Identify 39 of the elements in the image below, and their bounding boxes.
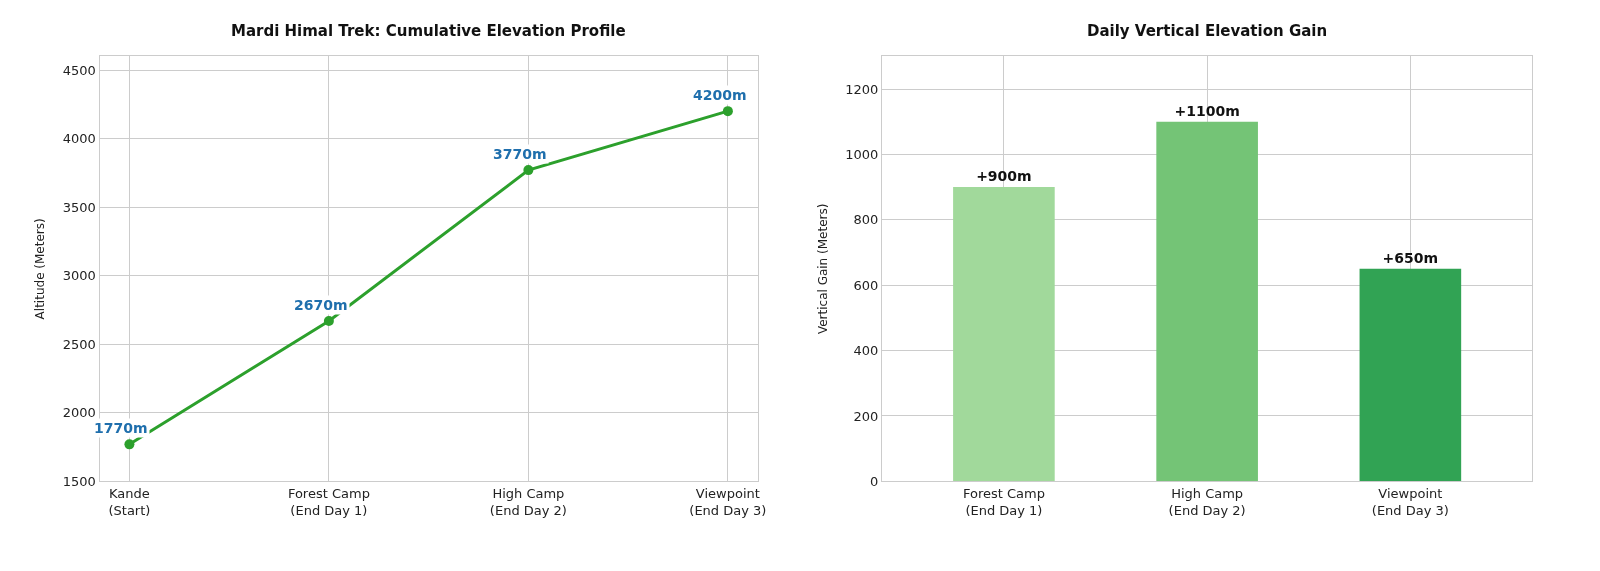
x-tick-label: High Camp (End Day 2) [489, 485, 567, 518]
point [722, 106, 733, 117]
data-label: +650m [1382, 249, 1439, 266]
y-tick-label: 800 [853, 212, 879, 228]
y-axis-title: Vertical Gain (Meters) [815, 203, 830, 335]
point [523, 165, 534, 176]
bar [953, 187, 1055, 482]
x-tick-label: High Camp (End Day 2) [1168, 485, 1246, 518]
y-tick-label: 200 [853, 408, 879, 424]
y-tick-label: 4500 [62, 62, 96, 78]
y-tick-label: 2000 [62, 405, 96, 421]
y-tick-label: 400 [853, 343, 879, 359]
data-label: +900m [976, 168, 1032, 185]
y-tick-label: 3000 [62, 268, 96, 284]
y-tick-label: 1500 [62, 473, 96, 489]
data-label: +1100m [1174, 102, 1240, 119]
bar [1156, 121, 1258, 482]
y-tick-label: 3500 [62, 199, 96, 215]
x-tick-label: Forest Camp (End Day 1) [962, 485, 1045, 518]
y-tick-label: 0 [870, 473, 879, 489]
x-tick-label: Viewpoint (End Day 3) [689, 485, 767, 518]
bar [1359, 268, 1462, 482]
y-tick-label: 4000 [62, 131, 96, 147]
y-tick-label: 2500 [62, 336, 96, 352]
point [124, 439, 135, 450]
y-axis-title: Altitude (Meters) [33, 218, 48, 320]
x-tick-label: Kande (Start) [108, 485, 151, 518]
y-tick-label: 1000 [845, 146, 879, 162]
point [323, 315, 334, 326]
chart-title: Daily Vertical Elevation Gain [1087, 22, 1328, 40]
x-tick-label: Viewpoint (End Day 3) [1371, 485, 1449, 518]
data-label: 4200m [693, 87, 747, 103]
y-tick-label: 1200 [845, 81, 879, 97]
data-label: 2670m [294, 297, 348, 313]
data-label: 1770m [94, 420, 148, 436]
data-label: 3770m [493, 146, 547, 162]
chart-title: Mardi Himal Trek: Cumulative Elevation Profile [231, 22, 626, 40]
y-tick-label: 600 [853, 277, 879, 293]
x-tick-label: Forest Camp (End Day 1) [287, 485, 370, 518]
